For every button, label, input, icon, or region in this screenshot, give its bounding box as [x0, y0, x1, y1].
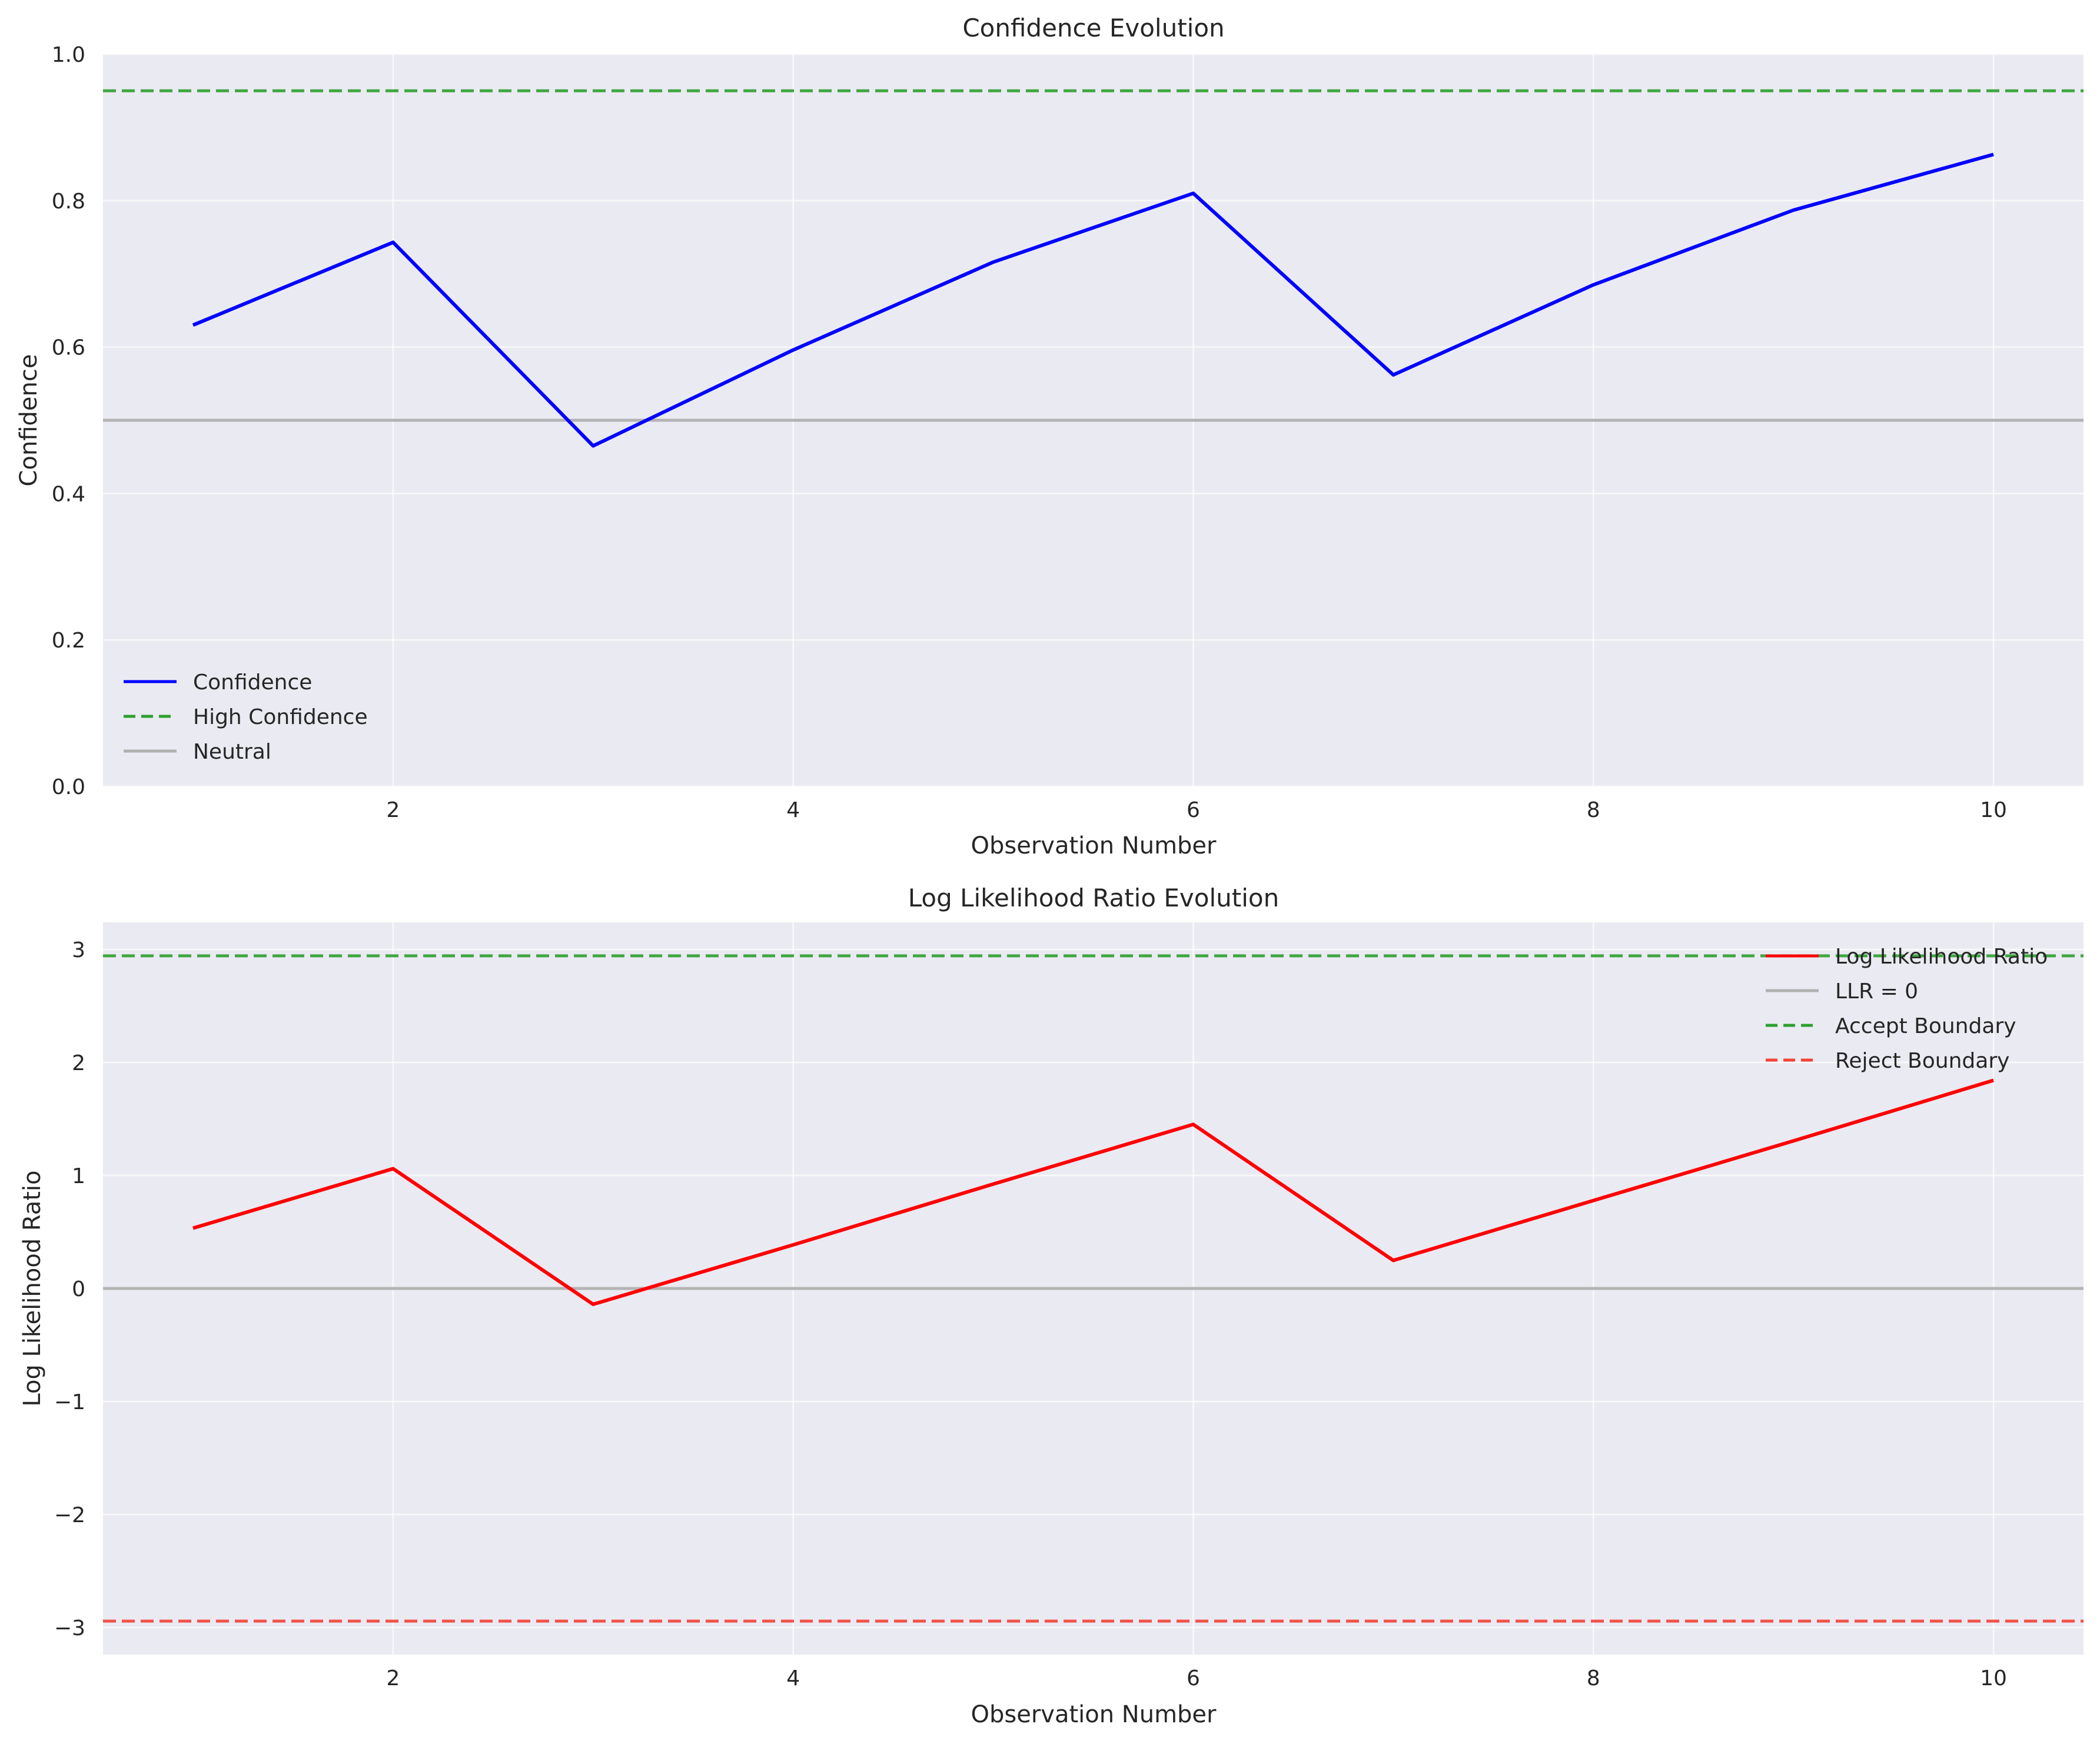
x-tick-label: 6 [1187, 1666, 1200, 1690]
y-axis-ticks: 0.0 0.2 0.4 0.6 0.8 1.0 [52, 43, 85, 799]
grid-lines [103, 53, 2084, 788]
legend: Log Likelihood Ratio LLR = 0 Accept Bounda… [1766, 945, 2048, 1073]
y-tick-label: 0.6 [52, 336, 85, 360]
legend-label: LLR = 0 [1835, 979, 1918, 1004]
legend-label: Confidence [193, 670, 312, 695]
confidence-evolution-chart: Confidence Evolution 2 4 6 8 10 0.0 0.2 0.4 0.6… [15, 14, 2084, 859]
series-line [192, 1078, 1994, 1306]
series-lines [192, 1078, 1994, 1306]
series-lines [192, 152, 1994, 448]
legend-label: High Confidence [193, 705, 368, 729]
y-tick-label: 1.0 [52, 43, 85, 67]
chart-title: Confidence Evolution [962, 14, 1224, 42]
x-tick-label: 10 [1980, 798, 2007, 822]
chart-title: Log Likelihood Ratio Evolution [908, 884, 1279, 912]
y-axis-ticks: −3 −2 −1 0 1 2 3 [54, 938, 85, 1640]
x-axis-ticks: 2 4 6 8 10 [386, 798, 2007, 822]
x-tick-label: 8 [1587, 798, 1600, 822]
reference-lines [103, 954, 2084, 1623]
y-tick-label: 0.8 [52, 190, 85, 214]
y-axis-label: Log Likelihood Ratio [19, 1170, 46, 1406]
legend: Confidence High Confidence Neutral [124, 670, 368, 764]
log-likelihood-ratio-chart: Log Likelihood Ratio Evolution 2 4 6 8 10 −3… [19, 884, 2084, 1728]
x-tick-label: 4 [786, 798, 800, 822]
series-line [192, 152, 1994, 448]
legend-label: Accept Boundary [1835, 1014, 2016, 1038]
y-tick-label: 0 [72, 1277, 85, 1301]
y-tick-label: 3 [72, 938, 85, 962]
legend-label: Log Likelihood Ratio [1835, 945, 2048, 969]
x-tick-label: 2 [386, 798, 400, 822]
y-tick-label: 1 [72, 1164, 85, 1188]
x-tick-label: 10 [1980, 1666, 2007, 1690]
x-axis-label: Observation Number [971, 1701, 1217, 1728]
x-axis-label: Observation Number [971, 832, 1217, 859]
y-tick-label: 0.4 [52, 482, 85, 506]
x-tick-label: 8 [1587, 1666, 1600, 1690]
y-tick-label: −1 [54, 1390, 85, 1414]
y-tick-label: 2 [72, 1051, 85, 1075]
y-tick-label: −3 [54, 1616, 85, 1640]
y-tick-label: −2 [54, 1503, 85, 1527]
x-tick-label: 4 [786, 1666, 800, 1690]
x-tick-label: 2 [386, 1666, 400, 1690]
y-axis-label: Confidence [15, 354, 42, 487]
legend-label: Reject Boundary [1835, 1049, 2009, 1073]
y-tick-label: 0.2 [52, 629, 85, 653]
x-tick-label: 6 [1187, 798, 1200, 822]
legend-label: Neutral [193, 740, 271, 764]
reference-lines [103, 89, 2084, 422]
x-axis-ticks: 2 4 6 8 10 [386, 1666, 2007, 1690]
y-tick-label: 0.0 [52, 775, 85, 799]
